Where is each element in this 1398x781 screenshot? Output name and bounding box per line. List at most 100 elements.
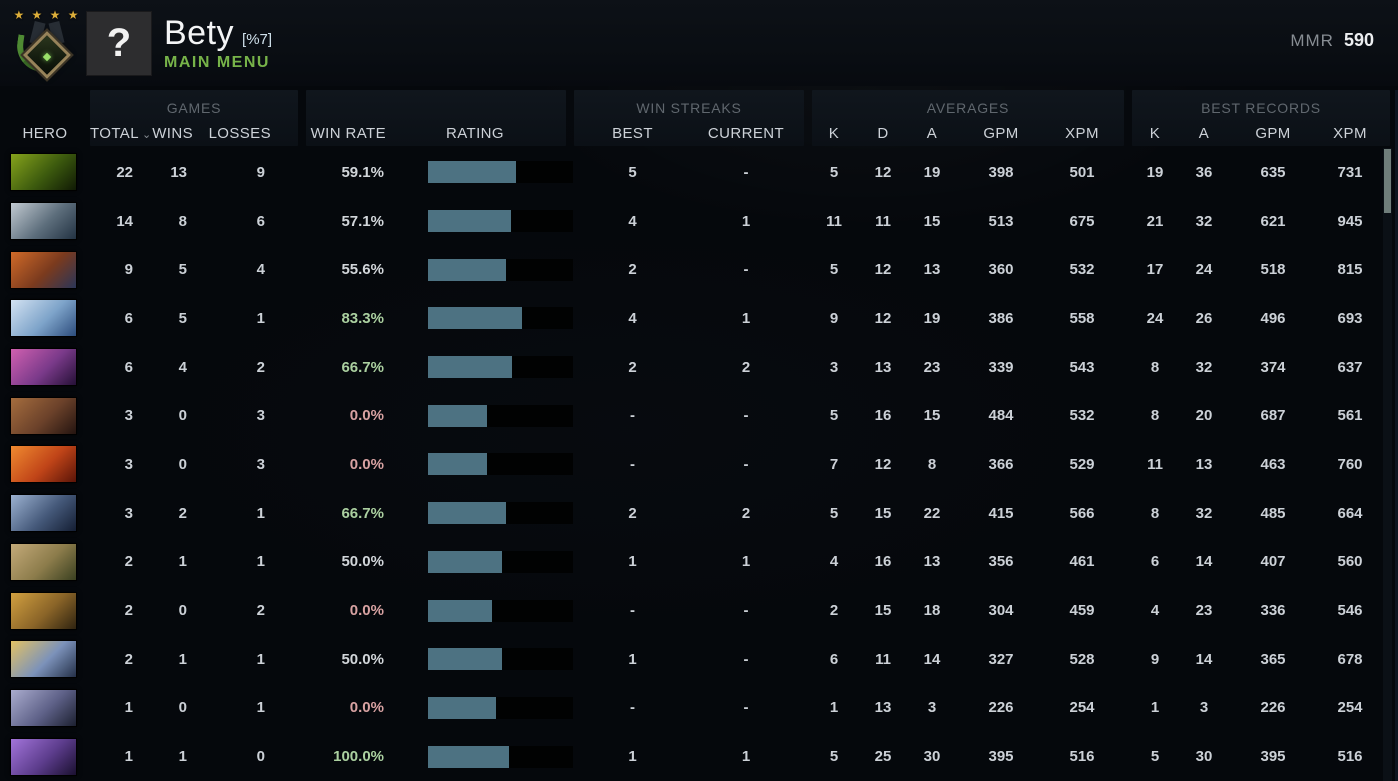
wins-value: 4 [178,358,187,376]
best-streak-value: 4 [628,309,637,327]
column-header-xpm[interactable]: XPM [1065,124,1099,142]
hero-stats-row[interactable]: 3 0 3 0.0% - - 7 12 8 366 529 11 13 463 … [0,440,1398,489]
total-games-value: 1 [124,699,133,717]
avg-deaths-value: 16 [874,407,892,425]
rating-bar [428,210,573,233]
losses-value: 2 [256,602,265,620]
hero-stats-row[interactable]: 22 13 9 59.1% 5 - 5 12 19 398 501 19 36 … [0,148,1398,197]
column-header-win-rate[interactable]: WIN RATE [310,124,386,142]
wins-value: 5 [178,309,187,327]
column-header-record-xpm[interactable]: XPM [1333,124,1367,142]
games-group-panel [90,90,298,146]
win-rate-value: 0.0% [349,455,384,473]
avg-assists-value: 15 [923,212,941,230]
column-header-assists[interactable]: A [926,124,938,142]
best-streak-value: 4 [628,212,637,230]
losses-value: 3 [256,407,265,425]
column-header-losses[interactable]: LOSSES [208,124,271,142]
rating-bar-fill [428,307,523,330]
total-games-value: 1 [124,748,133,766]
rating-bar-fill [428,599,492,622]
avg-assists-value: 15 [923,407,941,425]
avg-xpm-value: 461 [1069,553,1095,571]
current-streak-value: 1 [741,553,751,571]
column-header-hero[interactable]: HERO [22,124,68,142]
hero-stats-row[interactable]: 3 0 3 0.0% - - 5 16 15 484 532 8 20 687 … [0,391,1398,440]
column-header-current[interactable]: CURRENT [707,124,785,142]
avg-kills-value: 5 [829,261,839,279]
losses-value: 1 [256,504,265,522]
column-header-record-assists[interactable]: A [1198,124,1210,142]
hero-stats-row[interactable]: 1 0 1 0.0% - - 1 13 3 226 254 1 3 226 25… [0,684,1398,733]
wins-value: 1 [178,748,187,766]
hero-stats-row[interactable]: 2 0 2 0.0% - - 2 15 18 304 459 4 23 336 … [0,586,1398,635]
losses-value: 1 [256,309,265,327]
best-assists-value: 23 [1195,602,1213,620]
hero-stats-row[interactable]: 6 4 2 66.7% 2 2 3 13 23 339 543 8 32 374… [0,343,1398,392]
column-header-rating[interactable]: RATING [446,124,504,142]
hero-portrait-pudge [10,542,77,581]
wins-value: 0 [178,407,187,425]
group-label-win-streaks: WIN STREAKS [636,100,742,116]
win-rate-value: 59.1% [341,163,384,181]
avg-assists-value: 13 [923,553,941,571]
avg-kills-value: 9 [829,309,839,327]
win-rate-value: 50.0% [341,650,384,668]
player-avatar[interactable]: ? [86,10,152,76]
scrollbar-track[interactable] [1383,148,1392,781]
avg-deaths-value: 25 [874,748,892,766]
rating-bar [428,745,573,768]
best-gpm-value: 687 [1260,407,1286,425]
hero-stats-row[interactable]: 6 5 1 83.3% 4 1 9 12 19 386 558 24 26 49… [0,294,1398,343]
column-header-record-gpm[interactable]: GPM [1255,124,1291,142]
player-name[interactable]: Bety [164,14,235,52]
column-header-wins[interactable]: WINS [152,124,193,142]
current-streak-value: 1 [741,212,751,230]
avg-assists-value: 30 [923,748,941,766]
question-mark-icon: ? [106,20,132,65]
total-games-value: 3 [124,455,133,473]
hero-stats-row[interactable]: 2 1 1 50.0% 1 - 6 11 14 327 528 9 14 365… [0,635,1398,684]
rating-bar-fill [428,648,502,671]
best-assists-value: 36 [1195,163,1213,181]
best-gpm-value: 395 [1260,748,1286,766]
column-header-total[interactable]: TOTAL ⌄ [90,124,152,142]
hero-portrait-sniper [10,202,77,241]
best-assists-value: 32 [1195,504,1213,522]
hero-stats-row[interactable]: 9 5 4 55.6% 2 - 5 12 13 360 532 17 24 51… [0,245,1398,294]
column-header-gpm[interactable]: GPM [983,124,1019,142]
rating-bar-fill [428,210,511,233]
best-gpm-value: 374 [1260,358,1286,376]
best-xpm-value: 561 [1337,407,1363,425]
best-assists-value: 24 [1195,261,1213,279]
wins-value: 5 [178,261,187,279]
best-assists-value: 14 [1195,650,1213,668]
hero-portrait-crystal-maiden [10,299,77,338]
column-header-record-kills[interactable]: K [1149,124,1161,142]
best-assists-value: 26 [1195,309,1213,327]
avg-gpm-value: 360 [988,261,1014,279]
avg-assists-value: 22 [923,504,941,522]
avg-kills-value: 11 [826,212,842,230]
column-header-kills[interactable]: K [828,124,840,142]
column-header-deaths[interactable]: D [877,124,889,142]
avg-xpm-value: 675 [1069,212,1095,230]
scrollbar-thumb[interactable] [1384,149,1391,213]
column-header-best[interactable]: BEST [612,124,653,142]
avg-kills-value: 5 [829,163,839,181]
hero-stats-row[interactable]: 2 1 1 50.0% 1 1 4 16 13 356 461 6 14 407… [0,538,1398,587]
hero-portrait-earthshaker [10,396,77,435]
best-kills-value: 17 [1146,261,1164,279]
hero-stats-row[interactable]: 14 8 6 57.1% 4 1 11 11 15 513 675 21 32 … [0,197,1398,246]
hero-stats-row[interactable]: 1 1 0 100.0% 1 1 5 25 30 395 516 5 30 39… [0,732,1398,781]
wins-value: 0 [178,455,187,473]
rating-bar-fill [428,258,507,281]
best-streak-value: - [630,602,635,620]
hero-stats-row[interactable]: 3 2 1 66.7% 2 2 5 15 22 415 566 8 32 485… [0,489,1398,538]
rating-bar [428,161,573,184]
avg-kills-value: 4 [829,553,839,571]
losses-value: 4 [256,261,265,279]
wins-value: 1 [178,553,187,571]
winrate-group-panel [306,90,566,146]
avg-assists-value: 8 [927,455,937,473]
